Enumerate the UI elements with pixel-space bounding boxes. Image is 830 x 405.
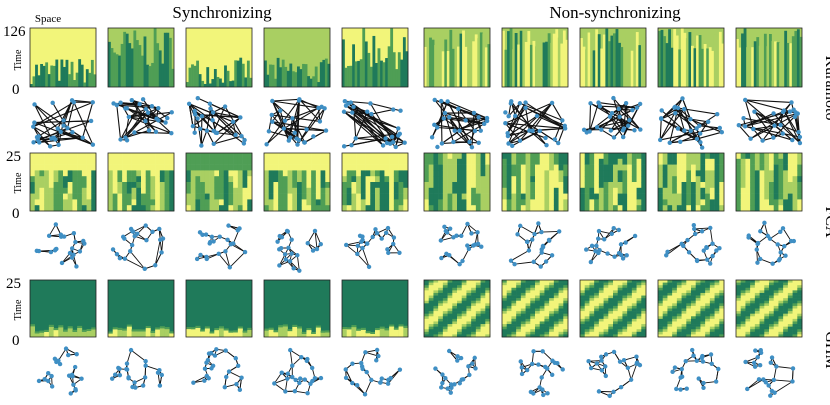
- network-graph: [586, 349, 643, 399]
- row2-ymax: 25: [6, 149, 21, 165]
- heatmap-panel: [185, 152, 253, 212]
- network-graph: [508, 221, 562, 269]
- network-graph: [503, 99, 568, 148]
- network-graph: [433, 348, 478, 395]
- heatmap-panel: [657, 279, 725, 338]
- network-graph: [36, 346, 84, 396]
- network-graph: [264, 97, 329, 147]
- network-graph: [664, 222, 722, 266]
- row2-time-label: Time: [13, 172, 24, 193]
- network-graph: [275, 228, 323, 273]
- network-graph: [341, 98, 407, 150]
- heatmap-panel: [735, 152, 803, 212]
- row3-time-label: Time: [13, 299, 24, 320]
- heatmap-panel: [263, 152, 331, 212]
- heatmap-panel: [423, 27, 491, 88]
- heatmap-panel: [579, 152, 647, 212]
- heatmap-panel: [579, 27, 647, 88]
- heatmap-panel: [263, 27, 331, 88]
- heatmap-panel: [579, 279, 647, 338]
- network-graph: [34, 222, 87, 269]
- network-graph: [584, 226, 638, 265]
- network-graph: [657, 96, 725, 150]
- heatmap-panel: [185, 279, 253, 338]
- row3-model-label: GHM: [822, 331, 830, 368]
- network-graph: [670, 347, 721, 392]
- network-graph: [191, 347, 244, 393]
- network-graph: [344, 225, 402, 270]
- network-graph: [743, 347, 796, 398]
- heatmap-panel: [341, 152, 409, 212]
- heatmap-panel: [735, 27, 803, 88]
- heatmap-panel: [501, 152, 569, 212]
- heatmap-panel: [657, 27, 725, 88]
- row1-time-label: Time: [13, 49, 24, 70]
- network-graph: [31, 98, 96, 149]
- row2-ymin: 0: [12, 206, 20, 222]
- heatmap-panel: [501, 279, 569, 338]
- network-graph: [343, 347, 403, 397]
- heatmap-panel: [107, 279, 175, 338]
- space-label: Space: [35, 13, 61, 25]
- network-graph: [581, 95, 643, 140]
- row1-ymin: 0: [12, 82, 20, 98]
- synchronizing-header: Synchronizing: [172, 3, 272, 22]
- heatmap-panel: [107, 27, 175, 88]
- network-graph: [272, 347, 324, 396]
- heatmap-panel: [341, 27, 409, 88]
- row1-model-label: Kuramoto: [822, 56, 830, 121]
- panel-grid: [29, 27, 803, 399]
- heatmap-panel: [29, 27, 97, 88]
- network-graph: [518, 349, 565, 398]
- heatmap-panel: [107, 152, 175, 212]
- heatmap-panel: [501, 27, 569, 88]
- network-graph: [736, 97, 803, 146]
- heatmap-panel: [735, 279, 803, 338]
- network-graph: [194, 223, 248, 270]
- network-graph: [438, 221, 484, 267]
- network-graph: [110, 223, 166, 272]
- row3-ymax: 25: [6, 276, 21, 292]
- heatmap-panel: [29, 152, 97, 212]
- row3-ymin: 0: [12, 333, 20, 349]
- network-graph: [111, 97, 174, 143]
- non-synchronizing-header: Non-synchronizing: [549, 3, 681, 22]
- heatmap-panel: [263, 279, 331, 338]
- row2-model-label: FCA: [822, 206, 830, 238]
- heatmap-panel: [29, 279, 97, 338]
- network-graph: [429, 97, 490, 150]
- row1-ymax: 126: [3, 24, 26, 40]
- network-graph: [186, 95, 247, 148]
- heatmap-panel: [341, 279, 409, 338]
- heatmap-panel: [423, 152, 491, 212]
- heatmap-panel: [185, 27, 253, 88]
- heatmap-panel: [657, 152, 725, 212]
- network-graph: [109, 347, 164, 390]
- heatmap-panel: [423, 279, 491, 338]
- network-graph: [746, 220, 797, 266]
